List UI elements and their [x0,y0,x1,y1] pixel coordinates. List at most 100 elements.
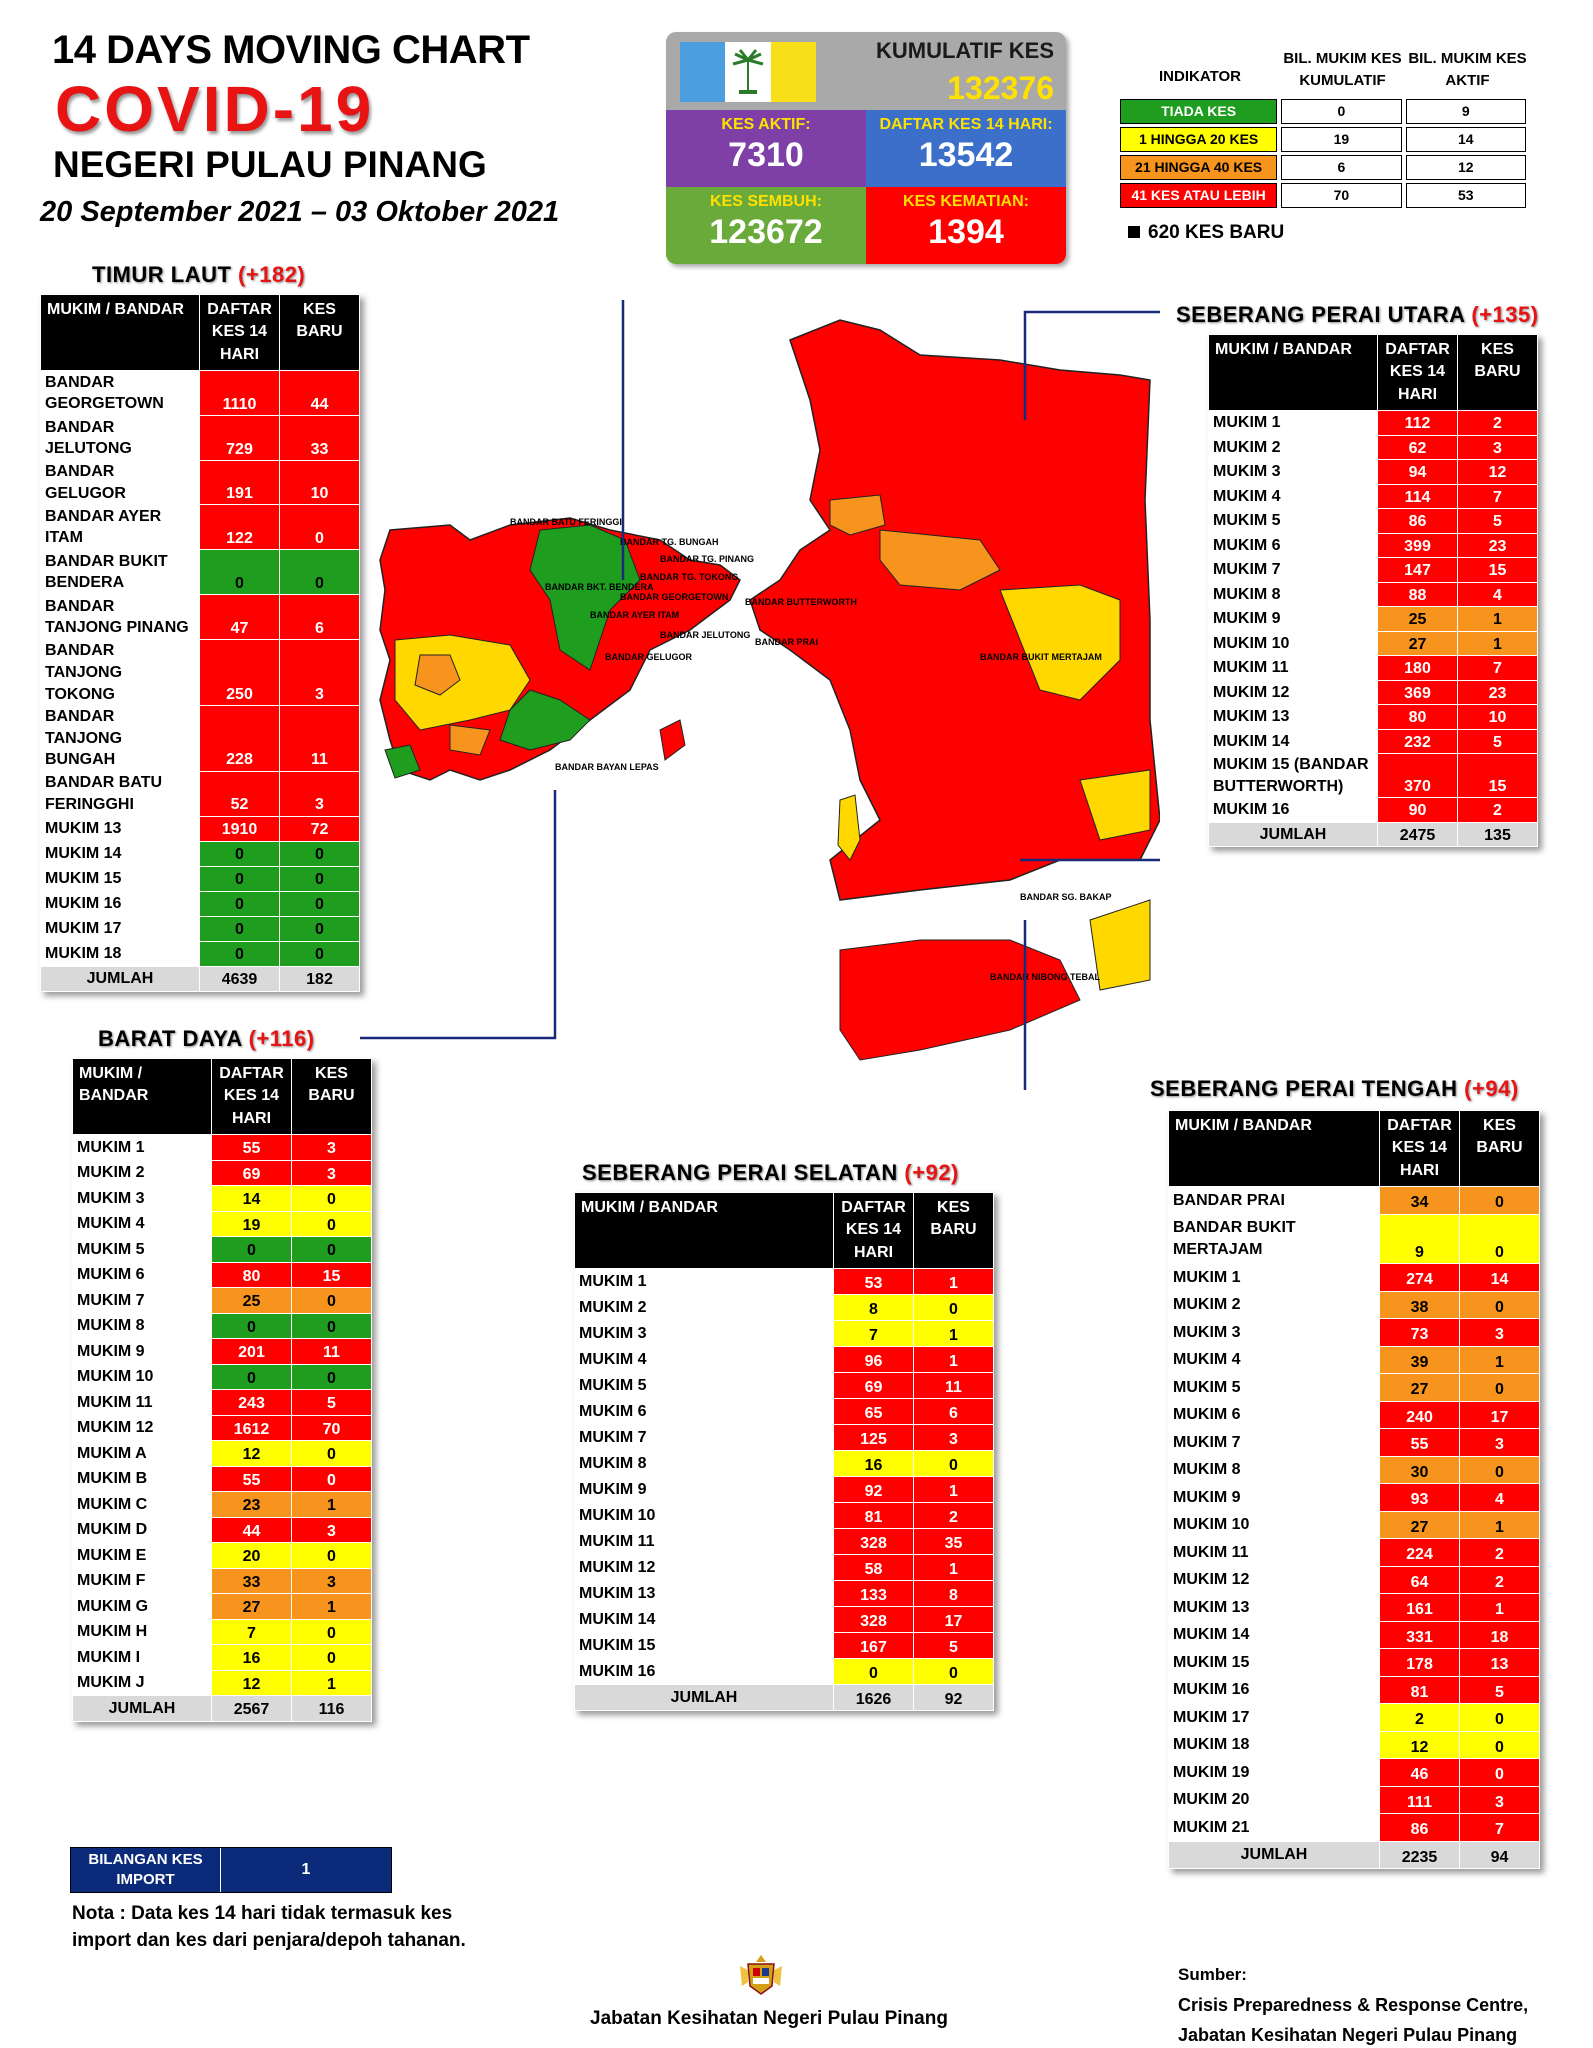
new-cases: 5 [1457,508,1538,534]
table-row: MUKIM 20 111 3 [1168,1785,1540,1815]
row-name: MUKIM 2 [1208,434,1378,461]
row-name: MUKIM 4 [72,1210,212,1238]
row-name: MUKIM 10 [574,1502,834,1530]
cases-14d: 224 [1379,1538,1460,1567]
source-line2: Jabatan Kesihatan Negeri Pulau Pinang [1178,2025,1518,2045]
legend-row: 41 KES ATAU LEBIH 70 53 [1120,183,1530,208]
new-cases: 1 [1459,1593,1540,1622]
row-name: MUKIM 20 [1168,1785,1380,1815]
total-new: 92 [913,1684,994,1712]
row-name: MUKIM 16 [1208,797,1378,823]
new-cases: 23 [1457,679,1538,706]
new-cases: 0 [279,890,360,917]
map-label-sg-bakap: BANDAR SG. BAKAP [1020,892,1112,902]
row-name: MUKIM 15 [40,865,200,892]
sp-selatan-table: MUKIM / BANDAR DAFTAR KES 14 HARI KES BARU… [574,1191,994,1712]
row-name: MUKIM I [72,1644,212,1671]
new-cases: 3 [1459,1428,1540,1457]
new-cases: 0 [913,1294,994,1322]
row-name: MUKIM 15 [574,1632,834,1660]
cases-14d: 14 [211,1185,292,1212]
row-name: MUKIM 18 [40,940,200,967]
row-name: MUKIM 7 [574,1424,834,1452]
legend-label: 21 HINGGA 40 KES [1120,155,1278,180]
total-14d: 2567 [211,1695,292,1722]
new-cases: 14 [1459,1263,1540,1292]
table-row: MUKIM 18 0 0 [40,940,360,967]
cases-14d: 180 [1377,655,1458,681]
table-row: MUKIM 16 0 0 [40,890,360,917]
cases-14d: 201 [211,1338,292,1365]
row-name: MUKIM 16 [1168,1675,1380,1705]
new-cases: 3 [279,770,360,817]
new-cases: 3 [279,639,360,707]
new-cases: 3 [1459,1785,1540,1815]
new-cases: 1 [291,1593,372,1620]
cases-14d: 328 [833,1606,914,1634]
table-row: MUKIM 2 62 3 [1208,434,1538,461]
table-row: MUKIM 5 69 11 [574,1372,994,1400]
map-label-batu-feringgi: BANDAR BATU FERINGGI [510,517,622,527]
row-name: MUKIM 8 [1168,1455,1380,1485]
cases-14d: 20 [211,1542,292,1569]
penang-map: BANDAR BATU FERINGGI BANDAR TG. BUNGAH B… [360,300,1160,1090]
new-cases: 3 [291,1134,372,1161]
new-cases: 0 [1459,1373,1540,1402]
new-cases: 0 [1459,1213,1540,1265]
map-south-tip [839,939,1081,1061]
row-name: MUKIM 19 [1168,1758,1380,1787]
table-row: MUKIM 13 133 8 [574,1580,994,1608]
map-region-green-north [529,524,641,671]
cumulative-panel: KUMULATIF KES 132376 [666,32,1066,110]
table-row: MUKIM I 16 0 [72,1644,372,1671]
cases-14d: 112 [1377,410,1458,436]
map-spu-orange [829,494,886,536]
table-row: BANDAR AYER ITAM 122 0 [40,504,360,551]
table-row: MUKIM 13 80 10 [1208,704,1538,730]
active-cases-panel: KES AKTIF: 7310 [666,110,866,187]
state-name: NEGERI PULAU PINANG [53,144,487,185]
table-row: MUKIM 16 0 0 [574,1658,994,1686]
cases-14d: 2 [1379,1703,1460,1732]
new-cases: 4 [1459,1483,1540,1512]
sp-tengah-title: SEBERANG PERAI TENGAH (+94) [1150,1076,1519,1101]
row-name: MUKIM 4 [1168,1345,1380,1375]
legend-header-active: BIL. MUKIM KES AKTIF [1408,50,1527,89]
new-cases: 6 [913,1398,994,1426]
table-row: MUKIM 6 65 6 [574,1398,994,1426]
new-cases: 10 [1457,704,1538,730]
deaths-value: 1394 [928,213,1004,251]
row-name: MUKIM 10 [1208,630,1378,657]
table-row: MUKIM D 44 3 [72,1516,372,1544]
new-cases: 8 [913,1580,994,1608]
cases-14d: 12 [1379,1730,1460,1760]
coat-of-arms-icon [740,1955,782,1995]
table-row: BANDAR BUKIT MERTAJAM 9 0 [1168,1213,1540,1265]
new-cases: 15 [1457,557,1538,583]
legend-label: 1 HINGGA 20 KES [1120,127,1278,152]
table-row: MUKIM 7 55 3 [1168,1428,1540,1457]
row-name: MUKIM 2 [1168,1290,1380,1320]
map-label-ayer-itam: BANDAR AYER ITAM [590,610,679,620]
covid-title: COVID-19 [55,73,375,145]
map-label-gelugor: BANDAR GELUGOR [605,652,692,662]
row-name: MUKIM 16 [40,890,200,917]
new-cases: 15 [1457,753,1538,799]
cases-14d: 147 [1377,557,1458,583]
map-label-bkt-bendera: BANDAR BKT. BENDERA [545,582,654,592]
table-row: MUKIM 12 369 23 [1208,679,1538,706]
cases-14d: 65 [833,1398,914,1426]
new-cases: 0 [291,1185,372,1212]
row-name: MUKIM G [72,1593,212,1620]
connector-spt [1020,858,1160,862]
table-row: BANDAR JELUTONG 729 33 [40,415,360,462]
table-row: MUKIM 3 73 3 [1168,1318,1540,1347]
row-name: MUKIM 3 [574,1320,834,1348]
legend-label: TIADA KES [1120,99,1278,124]
new-cases: 0 [913,1450,994,1478]
column-header: MUKIM / BANDAR [1208,333,1378,412]
sp-selatan-title: SEBERANG PERAI SELATAN (+92) [582,1160,959,1185]
cases-14d: 86 [1377,508,1458,534]
cases-14d: 19 [211,1210,292,1238]
